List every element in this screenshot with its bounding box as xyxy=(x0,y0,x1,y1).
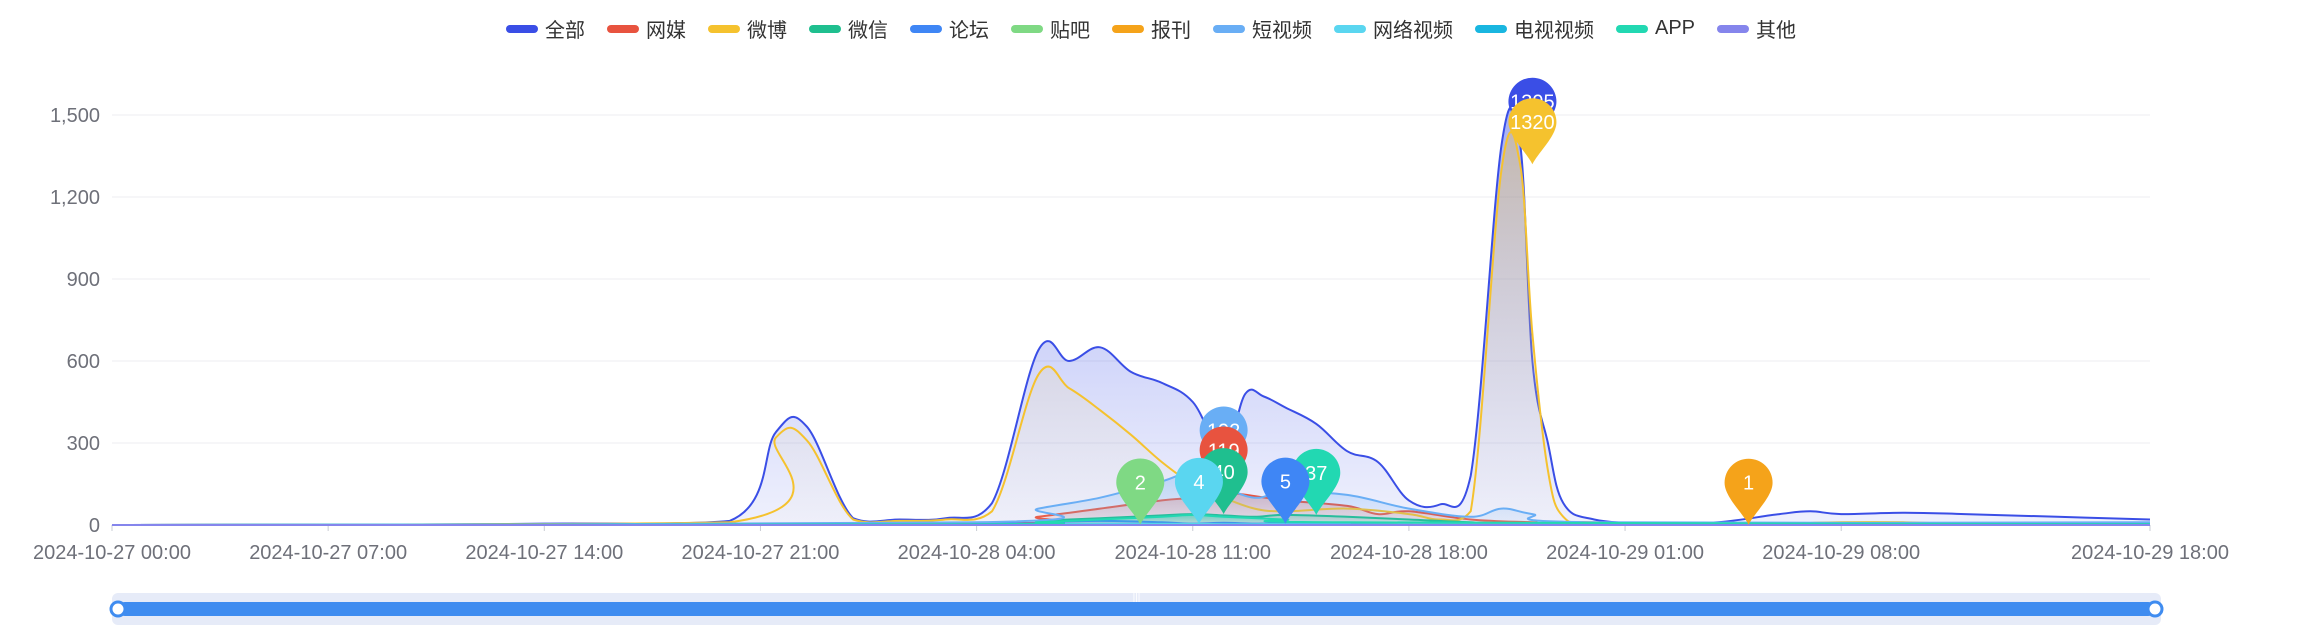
x-tick-label: 2024-10-29 18:00 xyxy=(2071,542,2229,564)
legend-label: 贴吧 xyxy=(1049,20,1090,42)
marker-pin-贴吧[interactable]: 2 xyxy=(1116,458,1165,525)
zoom-handle-start[interactable] xyxy=(109,600,127,618)
legend-label: 其他 xyxy=(1756,20,1797,42)
legend-label: 微信 xyxy=(847,20,888,42)
marker-label: 5 xyxy=(1280,472,1291,494)
marker-pin-shape xyxy=(1724,458,1773,525)
x-tick-label: 2024-10-27 07:00 xyxy=(249,542,407,564)
series-area-APP xyxy=(112,514,2150,525)
series-area-微博 xyxy=(112,131,2150,525)
x-tick-label: 2024-10-27 00:00 xyxy=(33,542,191,564)
legend-label: APP xyxy=(1654,17,1696,39)
y-tick-label: 1,500 xyxy=(50,105,100,127)
x-tick-label: 2024-10-28 11:00 xyxy=(1115,542,1271,564)
marker-pin-APP[interactable]: 37 xyxy=(1292,448,1341,515)
legend-swatch xyxy=(505,24,538,33)
legend-label: 论坛 xyxy=(948,20,989,42)
zoom-selected-range[interactable] xyxy=(118,602,2155,616)
marker-pin-shape xyxy=(1116,458,1165,525)
marker-pin-网络视频[interactable]: 4 xyxy=(1174,457,1223,524)
legend-item-APP[interactable]: APP xyxy=(1615,14,1696,43)
legend-swatch xyxy=(1010,24,1043,33)
marker-pin-报刊[interactable]: 1 xyxy=(1724,458,1773,525)
legend-item-电视视频[interactable]: 电视视频 xyxy=(1474,14,1594,43)
y-tick-label: 1,200 xyxy=(50,187,100,209)
marker-pin-论坛[interactable]: 5 xyxy=(1261,457,1310,524)
marker-label: 4 xyxy=(1193,472,1204,494)
x-tick-label: 2024-10-27 21:00 xyxy=(681,542,839,564)
data-zoom-slider[interactable]: ||| xyxy=(109,592,2164,625)
legend-label: 网络视频 xyxy=(1372,20,1453,42)
marker-pin-shape xyxy=(1292,448,1341,515)
legend-item-网络视频[interactable]: 网络视频 xyxy=(1333,14,1453,43)
legend-swatch xyxy=(1717,24,1750,33)
legend-swatch xyxy=(909,24,942,33)
x-tick-label: 2024-10-29 08:00 xyxy=(1762,542,1920,564)
legend-swatch xyxy=(606,24,639,33)
x-tick-label: 2024-10-28 18:00 xyxy=(1330,542,1488,564)
legend-item-全部[interactable]: 全部 xyxy=(505,14,585,43)
legend-swatch xyxy=(707,24,740,33)
zoom-handle-end[interactable] xyxy=(2146,600,2164,618)
legend-label: 短视频 xyxy=(1251,20,1312,42)
annotations: 1395132019211940375421 xyxy=(1116,77,1773,525)
legend: 全部 网媒 微博 微信 论坛 贴吧 报刊 短视频 网络视频 电视视频 APP 其他 xyxy=(0,14,2302,43)
zoom-drag-grip-icon[interactable]: ||| xyxy=(1133,592,1141,603)
marker-label: 37 xyxy=(1305,463,1327,485)
legend-label: 微博 xyxy=(746,20,787,42)
series-line-短视频[interactable] xyxy=(111,471,2151,526)
marker-pin-shape xyxy=(1508,98,1557,165)
legend-item-微博[interactable]: 微博 xyxy=(707,14,787,43)
legend-swatch xyxy=(1212,24,1245,33)
legend-label: 网媒 xyxy=(645,20,686,42)
legend-item-其他[interactable]: 其他 xyxy=(1717,14,1796,43)
legend-item-微信[interactable]: 微信 xyxy=(808,14,888,43)
marker-pin-微博[interactable]: 1320 xyxy=(1508,98,1557,165)
legend-swatch xyxy=(1333,24,1366,33)
legend-label: 报刊 xyxy=(1150,20,1191,42)
legend-label: 电视视频 xyxy=(1513,20,1594,42)
legend-swatch xyxy=(1615,24,1648,33)
marker-label: 2 xyxy=(1135,472,1146,494)
y-tick-label: 0 xyxy=(89,515,100,537)
legend-item-报刊[interactable]: 报刊 xyxy=(1111,14,1191,43)
legend-swatch xyxy=(1111,24,1144,33)
legend-item-短视频[interactable]: 短视频 xyxy=(1212,14,1312,43)
legend-swatch xyxy=(1474,24,1507,33)
y-tick-label: 300 xyxy=(67,433,100,455)
y-tick-label: 600 xyxy=(67,351,100,373)
x-tick-label: 2024-10-29 01:00 xyxy=(1546,542,1704,564)
marker-label: 1320 xyxy=(1510,112,1555,134)
marker-label: 1 xyxy=(1743,473,1754,495)
marker-pin-shape xyxy=(1261,457,1310,524)
y-tick-label: 900 xyxy=(67,269,100,291)
marker-pin-shape xyxy=(1174,457,1223,524)
x-axis: 2024-10-27 00:00 2024-10-27 07:00 2024-10-… xyxy=(33,525,2229,564)
legend-item-贴吧[interactable]: 贴吧 xyxy=(1010,14,1090,43)
x-tick-label: 2024-10-27 14:00 xyxy=(465,542,623,564)
x-tick-label: 2024-10-28 04:00 xyxy=(898,542,1056,564)
legend-label: 全部 xyxy=(544,20,585,42)
legend-item-论坛[interactable]: 论坛 xyxy=(909,14,989,43)
legend-item-网媒[interactable]: 网媒 xyxy=(606,14,686,43)
legend-swatch xyxy=(808,24,841,33)
